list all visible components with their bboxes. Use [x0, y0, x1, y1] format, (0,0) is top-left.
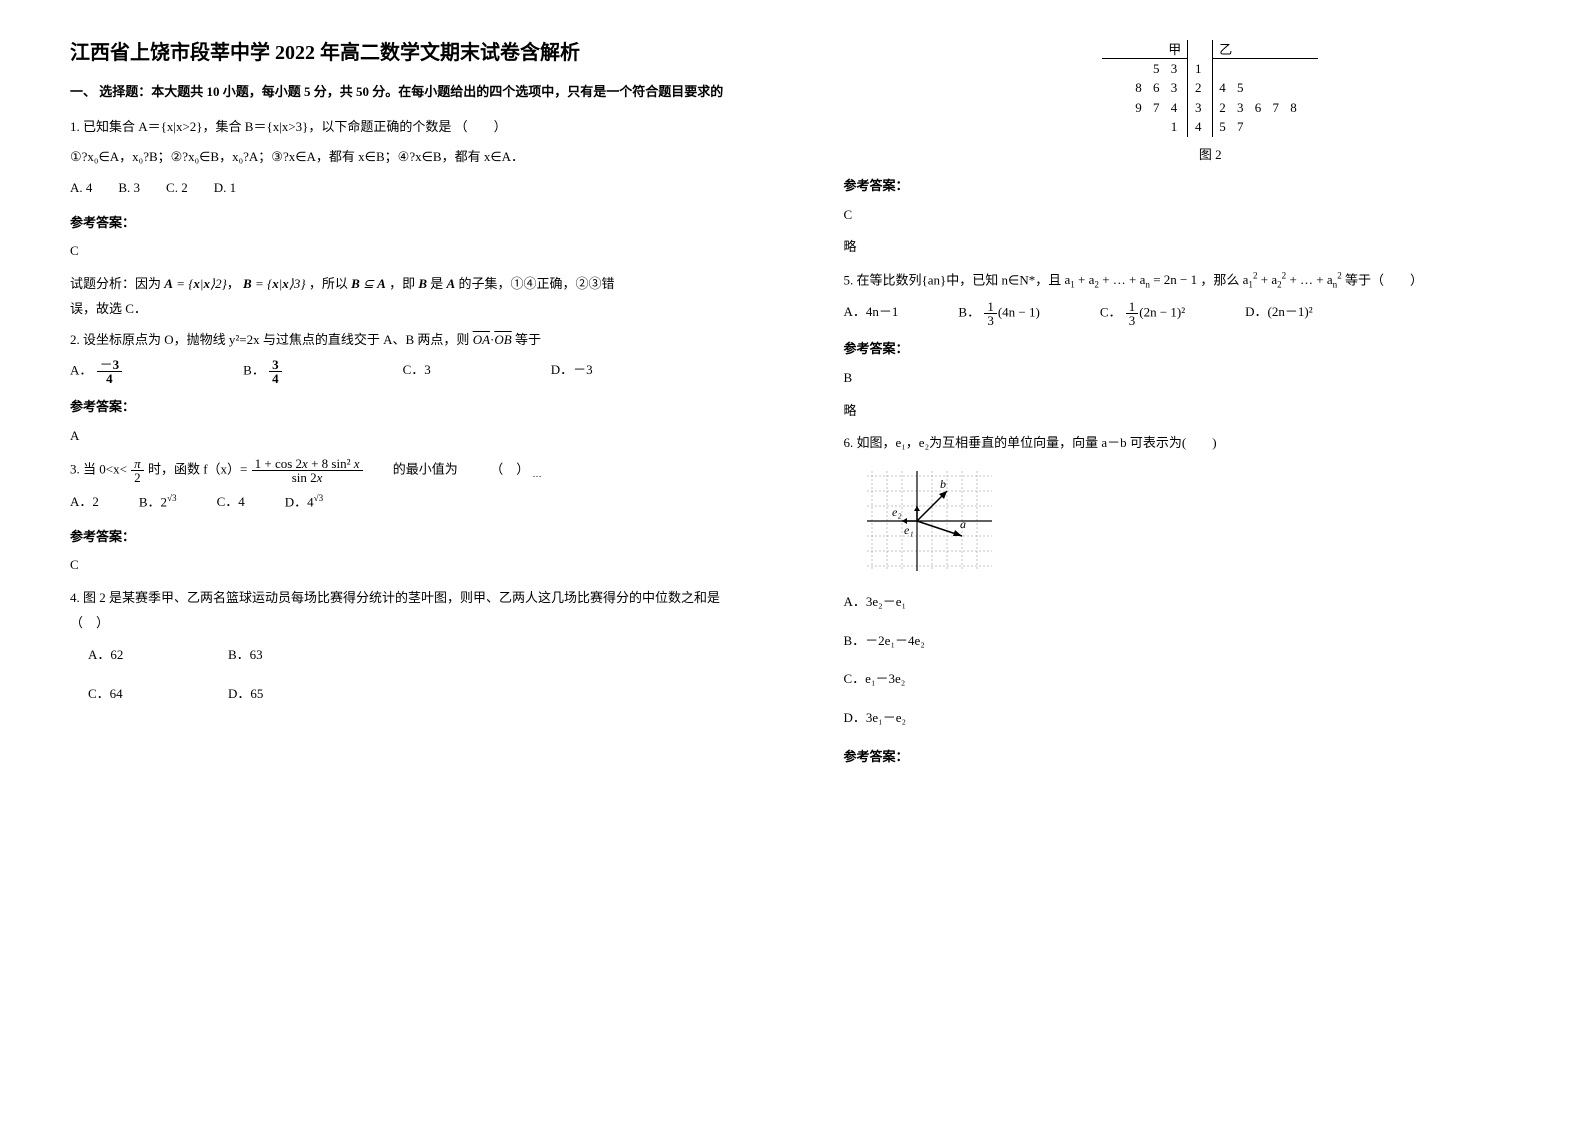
q1-opts: A. 4 B. 3 C. 2 D. 1	[70, 176, 744, 201]
q3-optD: D．4√3	[285, 490, 323, 515]
q1-sub: ①?x₀∈A，x₀?B；②?x₀∈B，x₀?A；③?x∈A，都有 x∈B；④?x…	[70, 145, 744, 170]
vector-grid-figure: e₂ e₁ a b	[862, 466, 997, 576]
q5-sum-eq: a1 + a2 + … + an = 2n − 1	[1064, 272, 1197, 287]
q1-ans-label: 参考答案：	[70, 211, 744, 236]
q1-explain-2: 误，故选 C．	[70, 297, 744, 322]
stem-leaf-plot: 甲 乙 5 3 1 8 6 3 2 4 5 9 7 4 3 2 3 6 7 8	[904, 40, 1518, 164]
q5-stem: 5. 在等比数列{an}中，已知 n∈N*，且 a1 + a2 + … + an…	[844, 268, 1518, 294]
doc-title: 江西省上饶市段莘中学 2022 年高二数学文期末试卷含解析	[70, 40, 744, 66]
q4-opts: A．62 B．63 C．64 D．65	[88, 643, 744, 706]
svg-text:b: b	[940, 477, 946, 491]
svg-text:e₁: e₁	[904, 523, 914, 537]
q4-ans-label: 参考答案：	[844, 174, 1518, 199]
q5-brief: 略	[844, 399, 1518, 424]
q4-stem: 4. 图 2 是某赛季甲、乙两名篮球运动员每场比赛得分统计的茎叶图，则甲、乙两人…	[70, 586, 744, 635]
q3-optC: C．4	[217, 490, 245, 515]
q2-opts: A． －34 B． 34 C．3 D．－3	[70, 358, 744, 385]
q3-optA: A．2	[70, 490, 99, 515]
q1-ans: C	[70, 239, 744, 264]
q1-explain: 试题分析：因为 A = {x|x⟩2}， B = {x|x⟩3} ，所以 B ⊆…	[70, 272, 744, 297]
q2-stem: 2. 设坐标原点为 O，抛物线 y²=2x 与过焦点的直线交于 A、B 两点，则…	[70, 328, 744, 353]
q3-ans: C	[70, 553, 744, 578]
q5-optB: B． 13(4n − 1)	[958, 300, 1039, 327]
section-head: 一、 选择题：本大题共 10 小题，每小题 5 分，共 50 分。在每小题给出的…	[70, 80, 744, 105]
q6-stem: 6. 如图，e₁，e₂为互相垂直的单位向量，向量 a－b 可表示为( )	[844, 431, 1518, 456]
q1-stem: 1. 已知集合 A＝{x|x>2}，集合 B＝{x|x>3}，以下命题正确的个数…	[70, 115, 744, 140]
q2-optB: B． 34	[243, 358, 282, 385]
subset-img: B ⊆ A	[351, 276, 386, 291]
q2-ans: A	[70, 424, 744, 449]
q6-optA: A．3e₂－e₁	[844, 590, 1518, 615]
q4-ans: C	[844, 203, 1518, 228]
q5-opts: A．4n－1 B． 13(4n − 1) C． 13(2n − 1)² D．(2…	[844, 300, 1518, 327]
q6-optC: C．e₁－3e₂	[844, 667, 1518, 692]
q4-optC: C．64	[88, 682, 228, 707]
q6-optD: D．3e₁－e₂	[844, 706, 1518, 731]
q5-ans-label: 参考答案：	[844, 337, 1518, 362]
q5-sumsq: a12 + a22 + … + an2	[1243, 272, 1345, 287]
q2-optC: C．3	[403, 358, 431, 385]
q4-optD: D．65	[228, 682, 368, 707]
q5-ans: B	[844, 366, 1518, 391]
sl-row-2: 8 6 3 2 4 5	[904, 78, 1518, 98]
q4-brief: 略	[844, 235, 1518, 260]
q2-optD: D．－3	[551, 358, 593, 385]
sl-caption: 图 2	[904, 145, 1518, 165]
q3-stem: 3. 当 0<x< π2 时，函数 f（x）= 1 + cos 2x + 8 s…	[70, 457, 744, 484]
q5-optD: D．(2n－1)²	[1245, 300, 1312, 327]
q3-opts: A．2 B．2√3 C．4 D．4√3	[70, 490, 744, 515]
sl-row-4: 1 4 5 7	[904, 117, 1518, 137]
q1-exp1: 试题分析：因为	[70, 276, 161, 291]
oa-ob: OA·OB	[473, 332, 512, 347]
q4-optA: A．62	[88, 643, 228, 668]
q3-ans-label: 参考答案：	[70, 525, 744, 550]
q6-ans-label: 参考答案：	[844, 745, 1518, 770]
set-B-img: B = {x|x⟩3}	[243, 276, 306, 291]
svg-text:a: a	[960, 517, 966, 531]
q5-optC: C． 13(2n − 1)²	[1100, 300, 1185, 327]
q4-optB: B．63	[228, 643, 368, 668]
q3-optB: B．2√3	[139, 490, 177, 515]
q2-ans-label: 参考答案：	[70, 395, 744, 420]
q6-optB: B．－2e₁－4e₂	[844, 629, 1518, 654]
svg-text:e₂: e₂	[892, 505, 902, 519]
sl-row-3: 9 7 4 3 2 3 6 7 8	[904, 98, 1518, 118]
sl-row-1: 5 3 1	[904, 59, 1518, 79]
q5-optA: A．4n－1	[844, 300, 899, 327]
set-A-img: A = {x|x⟩2}	[164, 276, 227, 291]
q2-optA: A． －34	[70, 358, 123, 385]
